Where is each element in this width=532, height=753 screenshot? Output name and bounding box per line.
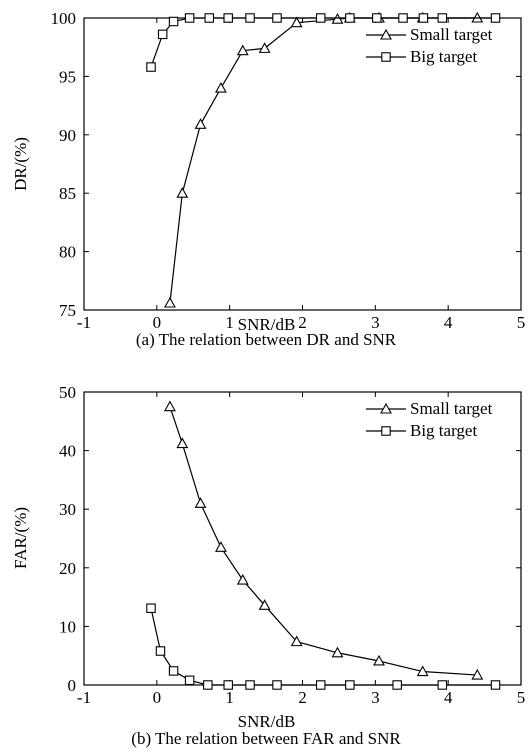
square-marker-point xyxy=(184,13,195,23)
triangle-marker-point xyxy=(290,635,303,647)
y-tick-label: 50 xyxy=(59,383,76,402)
x-tick-label: 2 xyxy=(298,313,307,332)
square-marker-point xyxy=(146,603,156,613)
x-tick-label: 2 xyxy=(298,688,307,707)
x-tick-label: -1 xyxy=(77,313,91,332)
y-tick-label: 90 xyxy=(59,126,76,145)
square-marker-point xyxy=(245,13,255,23)
square-marker-point xyxy=(490,680,501,690)
panel-caption: (a) The relation between DR and SNR xyxy=(136,330,397,349)
legend-triangle-icon xyxy=(380,28,392,40)
x-tick-label: 0 xyxy=(153,688,162,707)
y-tick-label: 95 xyxy=(59,67,76,86)
square-marker-point xyxy=(272,13,282,23)
x-tick-label: 1 xyxy=(225,313,234,332)
square-marker-point xyxy=(223,680,233,690)
square-marker-point xyxy=(168,16,179,27)
square-marker-point xyxy=(155,646,166,656)
square-marker-point xyxy=(418,13,429,23)
triangle-marker-point xyxy=(331,13,344,24)
square-marker-point xyxy=(315,13,326,23)
y-tick-label: 40 xyxy=(59,442,76,461)
triangle-marker-point xyxy=(164,296,176,308)
y-tick-label: 100 xyxy=(51,9,77,28)
legend-label: Small target xyxy=(410,25,493,44)
legend-square-icon xyxy=(381,52,391,62)
triangle-marker-point xyxy=(164,400,176,412)
triangle-marker-point xyxy=(416,665,429,677)
legend-label: Big target xyxy=(410,421,477,440)
triangle-marker-point xyxy=(236,573,249,585)
x-tick-label: 4 xyxy=(444,313,453,332)
square-marker-point xyxy=(372,13,382,23)
triangle-marker-point xyxy=(194,497,207,508)
x-axis-title: SNR/dB xyxy=(238,712,296,731)
panel-caption: (b) The relation between FAR and SNR xyxy=(131,729,401,748)
square-marker-point xyxy=(157,29,168,40)
x-tick-label: -1 xyxy=(77,688,91,707)
square-marker-point xyxy=(223,13,233,23)
square-marker-point xyxy=(490,13,501,23)
x-tick-label: 3 xyxy=(371,313,380,332)
square-marker-point xyxy=(272,680,282,690)
y-tick-label: 20 xyxy=(59,559,76,578)
x-tick-label: 1 xyxy=(225,688,234,707)
legend-square-icon xyxy=(381,426,391,436)
y-tick-label: 75 xyxy=(59,301,76,320)
triangle-marker-point xyxy=(176,187,189,198)
x-axis-title: SNR/dB xyxy=(238,315,296,334)
x-tick-label: 0 xyxy=(153,313,162,332)
x-tick-label: 5 xyxy=(517,688,526,707)
legend-triangle-icon xyxy=(380,402,392,414)
square-marker-point xyxy=(392,680,402,690)
triangle-marker-point xyxy=(290,16,303,28)
triangle-marker-point xyxy=(258,599,271,610)
x-tick-label: 4 xyxy=(444,688,453,707)
square-marker-point xyxy=(245,680,255,690)
triangle-marker-point xyxy=(373,654,385,666)
triangle-marker-point xyxy=(331,646,344,658)
legend-label: Small target xyxy=(410,399,493,418)
series-line-big-target xyxy=(150,608,496,686)
x-tick-label: 5 xyxy=(517,313,526,332)
triangle-marker-point xyxy=(214,81,227,93)
series-line-small-target xyxy=(169,406,478,676)
y-tick-label: 0 xyxy=(68,676,77,695)
square-marker-point xyxy=(345,680,355,690)
square-marker-point xyxy=(168,666,179,676)
triangle-marker-point xyxy=(236,44,249,56)
x-tick-label: 3 xyxy=(371,688,380,707)
chart-panel-1: -1 0 1 2 3 4 5 75 80 85 90 95 100 SNR/dB DR/(%) (a) The… xyxy=(11,9,525,349)
square-marker-point xyxy=(437,680,448,690)
square-marker-point xyxy=(437,13,448,23)
square-marker-point xyxy=(204,13,215,23)
y-axis-title: FAR/(%) xyxy=(11,507,30,569)
triangle-marker-point xyxy=(471,668,484,680)
triangle-marker-point xyxy=(214,541,227,552)
y-tick-label: 80 xyxy=(59,243,76,262)
y-tick-label: 85 xyxy=(59,184,76,203)
square-marker-point xyxy=(203,680,213,690)
triangle-marker-point xyxy=(258,42,271,53)
square-marker-point xyxy=(345,13,355,23)
square-marker-point xyxy=(315,680,326,690)
legend-label: Big target xyxy=(410,47,477,66)
square-marker-point xyxy=(146,62,156,72)
triangle-marker-point xyxy=(194,118,207,129)
triangle-marker-point xyxy=(176,437,189,449)
y-axis-title: DR/(%) xyxy=(11,137,30,191)
square-marker-point xyxy=(184,675,195,686)
y-tick-label: 30 xyxy=(59,500,76,519)
square-marker-point xyxy=(398,13,408,23)
y-tick-label: 10 xyxy=(59,617,76,636)
